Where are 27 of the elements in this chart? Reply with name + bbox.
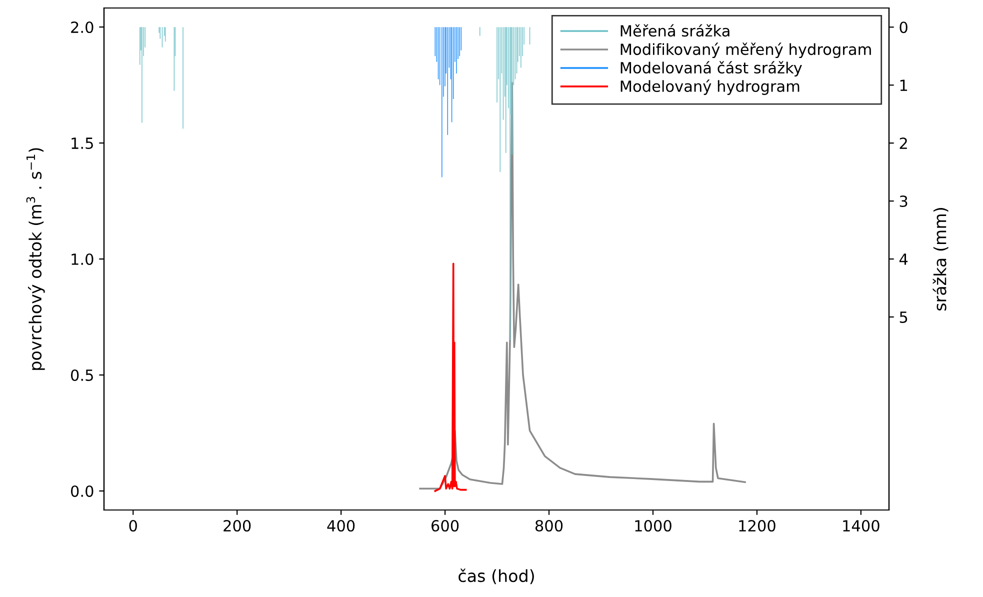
y2-tick-label: 2 [900,138,907,149]
x-tick-label: 1000 [635,520,672,532]
line-series [434,262,467,492]
y2-tick-label: 0 [900,22,908,34]
legend-label: Modelovaný hydrogram [620,80,800,95]
x-tick-label: 600 [432,520,459,532]
x-tick-label: 1200 [739,520,776,532]
y2-axis-title: srážka (mm) [932,208,948,311]
legend-label: Měřená srážka [620,24,730,37]
y-tick-label: 1.5 [72,138,93,150]
y2-tick-label: 1 [900,80,908,91]
y2-tick-label: 3 [900,196,908,208]
y-axis-title: povrchový odtok (m$^{3}$ . s$^{−1}$) [26,148,45,370]
y-tick-label: 2.0 [71,21,94,34]
y2-tick-label: 4 [899,254,908,265]
legend-label: Modifikovaný měřený hydrogram [620,42,871,58]
x-tick-label: 200 [224,520,251,532]
y-tick-label: 1.0 [72,253,94,266]
x-tick-label: 1400 [843,520,880,532]
y-tick-label: 0.0 [70,485,94,497]
y2-tick-label: 5 [900,312,908,323]
x-tick-label: 400 [327,520,355,532]
x-axis-title: čas (hod) [458,568,534,584]
legend-label: Modelovaná část srážky [620,61,802,76]
x-tick-label: 0 [129,520,137,532]
x-tick-label: 800 [535,520,563,532]
y-tick-label: 0.5 [70,369,93,382]
